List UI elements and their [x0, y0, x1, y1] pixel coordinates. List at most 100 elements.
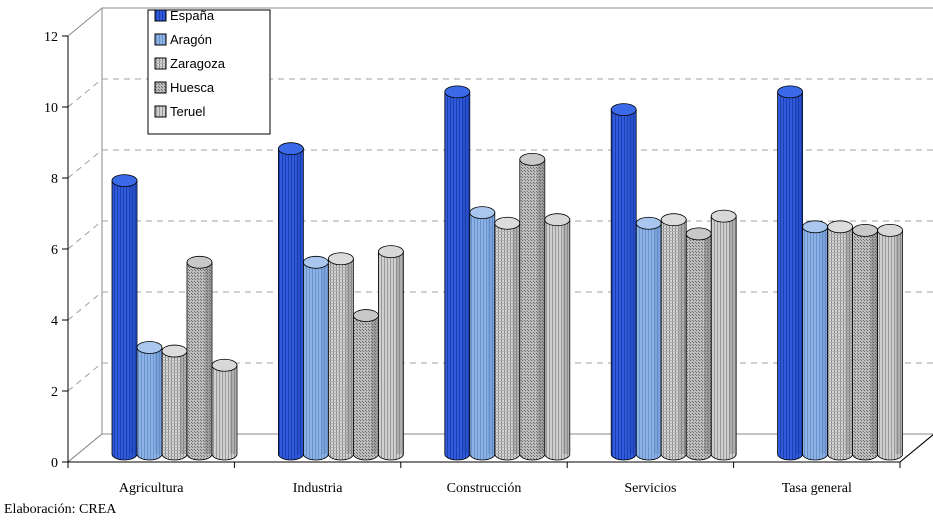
legend-label: España: [170, 8, 215, 23]
legend-swatch: [154, 81, 167, 94]
bar-shade: [654, 223, 662, 454]
bar-shade: [537, 159, 545, 454]
bar-cap: [827, 220, 853, 234]
bar-cap: [494, 216, 521, 230]
legend-swatch: [154, 9, 167, 22]
bar: [211, 358, 238, 461]
x-tick-label: Agricultura: [119, 481, 184, 496]
bar-shade: [845, 226, 853, 454]
bar-shade: [296, 148, 304, 454]
bar-cap: [469, 206, 496, 220]
bar-cap: [710, 209, 737, 223]
x-tick-label: Industria: [293, 481, 344, 496]
gridline: [67, 149, 933, 179]
bar-shade: [396, 251, 404, 454]
bar-cap: [660, 213, 687, 227]
bar: [277, 142, 304, 461]
y-axis: 0 2 4 6 8 10 12: [44, 30, 69, 471]
bar-shade: [155, 347, 162, 454]
bar: [111, 174, 138, 461]
bar-cap: [377, 245, 404, 259]
bar-cap: [610, 103, 637, 117]
bar-shade: [321, 262, 329, 454]
bar: [852, 223, 878, 461]
bar-cap: [635, 216, 662, 230]
bar-cap: [277, 142, 304, 156]
bar-cap: [111, 174, 138, 188]
legend-label: Zaragoza: [170, 56, 226, 71]
bar: [186, 255, 213, 461]
bar-shade: [679, 219, 687, 454]
bar-cap: [186, 255, 213, 269]
bar-shade: [205, 262, 212, 454]
x-tick-label: Tasa general: [782, 481, 852, 496]
bar: [827, 220, 853, 461]
bar-shade: [820, 226, 828, 454]
bar-shade: [895, 230, 903, 454]
bar-cap: [519, 152, 546, 166]
bar: [352, 309, 379, 461]
bar: [469, 206, 496, 461]
bar: [777, 85, 803, 461]
gridline: [67, 78, 933, 108]
y-tick-label: 0: [51, 456, 58, 471]
bar: [494, 216, 521, 461]
bar-cap: [877, 223, 903, 237]
bar: [685, 227, 712, 461]
bar: [710, 209, 737, 461]
bar-shade: [795, 91, 803, 455]
bar-shade: [462, 91, 470, 455]
bar-cap: [444, 85, 471, 99]
bar-cap: [302, 255, 329, 269]
x-axis: Agricultura Industria Construcción Servicio…: [67, 434, 933, 496]
bar-cap: [685, 227, 712, 241]
y-tick-label: 10: [44, 101, 58, 116]
bar-shade: [180, 351, 187, 454]
bar-body: [710, 215, 737, 461]
bar: [544, 213, 571, 461]
bar-shade: [130, 180, 137, 454]
bar: [444, 85, 471, 461]
legend-swatch: [154, 105, 167, 118]
bar: [327, 252, 354, 461]
bar-shade: [346, 258, 354, 454]
y-tick-label: 8: [51, 172, 58, 187]
legend-swatch: [154, 57, 167, 70]
bar-cap: [352, 309, 379, 322]
bar: [136, 341, 163, 461]
bar-cap: [161, 344, 188, 358]
bar-shade: [870, 230, 878, 454]
bar-body: [211, 364, 238, 461]
bar: [610, 103, 637, 461]
bar: [877, 223, 903, 461]
bar-shade: [512, 223, 520, 454]
legend-label: Teruel: [170, 104, 206, 119]
legend: España Aragón Zaragoza Huesca Teruel: [147, 8, 271, 135]
bar: [660, 213, 687, 461]
bar-cap: [136, 341, 163, 354]
y-tick-label: 6: [51, 243, 58, 258]
x-axis-depth-line: [899, 434, 933, 463]
bar: [802, 220, 828, 461]
bar-shade: [729, 216, 737, 454]
legend-swatch: [154, 33, 167, 46]
bar-cap: [327, 252, 354, 266]
bar-cap: [544, 213, 571, 227]
bar-shade: [487, 212, 495, 454]
legend-label: Aragón: [170, 32, 212, 47]
source-note: Elaboración: CREA: [4, 502, 117, 517]
y-tick-label: 2: [51, 385, 58, 400]
x-tick-label: Servicios: [624, 481, 676, 496]
bar-shade: [629, 109, 637, 455]
bar-body: [544, 219, 571, 461]
bar: [161, 344, 188, 461]
bar-shade: [230, 365, 237, 454]
bar-shade: [562, 219, 570, 454]
bar-cap: [802, 220, 828, 234]
bar: [302, 255, 329, 461]
bar: [635, 216, 662, 461]
bar-body: [877, 229, 903, 461]
bar-cap: [852, 223, 878, 237]
bar-shade: [371, 315, 379, 454]
